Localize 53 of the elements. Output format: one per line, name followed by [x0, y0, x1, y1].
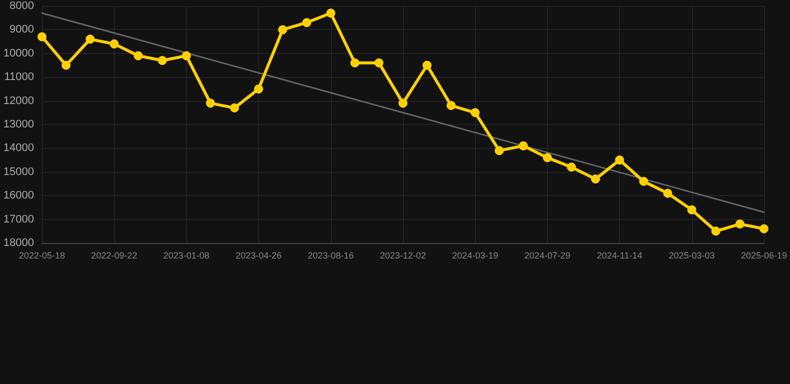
point — [591, 174, 600, 184]
point — [566, 162, 576, 172]
point — [254, 84, 264, 94]
point — [639, 176, 648, 186]
point — [518, 141, 528, 150]
x-tick-label: 2023-08-16 — [308, 250, 354, 260]
x-tick-label: 2024-03-19 — [452, 250, 498, 260]
point — [302, 18, 312, 28]
y-tick-label: 8000 — [10, 0, 34, 12]
point — [759, 224, 768, 234]
point — [398, 98, 408, 108]
x-tick-label: 2025-03-03 — [668, 250, 715, 260]
point — [615, 156, 624, 165]
y-tick-label: 18000 — [3, 237, 34, 249]
point — [158, 56, 167, 66]
point — [134, 51, 143, 60]
point — [230, 103, 240, 112]
point — [110, 39, 119, 48]
x-tick-label: 2025-06-19 — [740, 250, 788, 260]
y-tick-label: 11000 — [4, 71, 34, 84]
point — [446, 101, 456, 110]
y-tick-label: 15000 — [3, 166, 34, 178]
x-tick-label: 2022-09-22 — [91, 250, 138, 260]
y-tick-label: 14000 — [3, 142, 34, 154]
point — [542, 153, 552, 162]
y-tick-label: 10000 — [3, 47, 34, 60]
x-tick-label: 2022-05-18 — [18, 250, 66, 260]
x-tick-label: 2023-12-02 — [380, 250, 426, 260]
point — [182, 51, 191, 60]
point — [735, 220, 744, 229]
point — [470, 108, 480, 118]
y-tick-label: 17000 — [3, 213, 34, 226]
x-tick-label: 2023-01-08 — [163, 250, 210, 260]
point — [494, 146, 504, 156]
x-tick-label: 2023-04-26 — [236, 250, 282, 260]
x-tick-label: 2024-07-29 — [524, 250, 570, 260]
point — [374, 58, 384, 68]
point — [711, 226, 720, 236]
point — [86, 34, 95, 44]
point — [206, 98, 215, 108]
point — [422, 60, 432, 70]
point — [663, 188, 672, 198]
point — [278, 25, 288, 34]
point — [62, 60, 71, 70]
point — [326, 8, 336, 18]
point — [350, 58, 360, 68]
point — [687, 205, 696, 214]
y-tick-label: 16000 — [3, 190, 34, 202]
y-tick-label: 13000 — [3, 118, 34, 130]
point — [38, 32, 46, 42]
x-tick-label: 2024-11-14 — [596, 250, 642, 260]
y-tick-label: 9000 — [10, 24, 34, 36]
y-tick-label: 12000 — [3, 94, 34, 107]
